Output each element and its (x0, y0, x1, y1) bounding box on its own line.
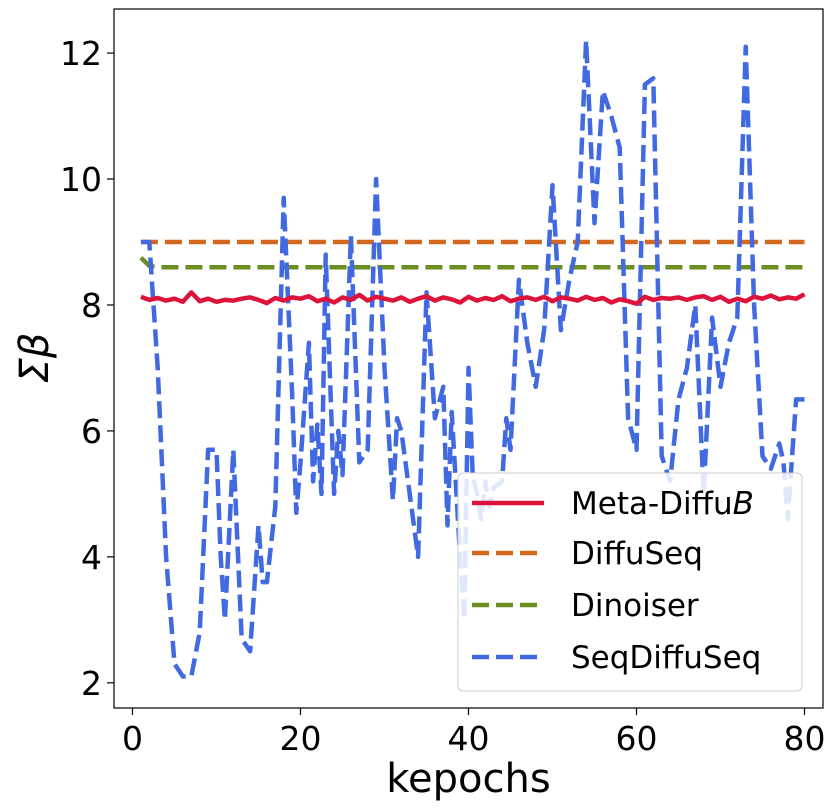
x-tick-label: 80 (784, 719, 826, 758)
legend-label-diffuseq: DiffuSeq (571, 536, 703, 572)
series-line-meta-diffub (140, 290, 806, 306)
x-axis-ticks: 0 20 40 60 80 (122, 708, 826, 758)
y-tick-label: 8 (81, 286, 102, 325)
y-tick-label: 10 (60, 160, 102, 199)
x-tick-label: 40 (448, 719, 490, 758)
legend: Meta-DiffuB DiffuSeq Dinoiser SeqDiffuSe… (457, 472, 803, 692)
y-tick-label: 6 (81, 412, 102, 451)
legend-label-dinoiser: Dinoiser (571, 588, 699, 624)
x-axis-label: kepochs (386, 756, 550, 802)
plot-frame (113, 8, 824, 709)
y-tick-label: 2 (81, 664, 102, 703)
x-tick-label: 60 (616, 719, 658, 758)
legend-box (457, 472, 803, 692)
y-axis-label: Σβ (12, 333, 58, 384)
y-tick-label: 12 (60, 34, 102, 73)
x-tick-label: 0 (122, 719, 143, 758)
y-axis-ticks: 2 4 6 8 10 12 (60, 34, 114, 703)
y-tick-label: 4 (81, 538, 102, 577)
legend-label-meta-diffub: Meta-DiffuB (571, 486, 754, 522)
x-tick-label: 20 (279, 719, 321, 758)
legend-label-seqdiffuseq: SeqDiffuSeq (571, 640, 761, 676)
